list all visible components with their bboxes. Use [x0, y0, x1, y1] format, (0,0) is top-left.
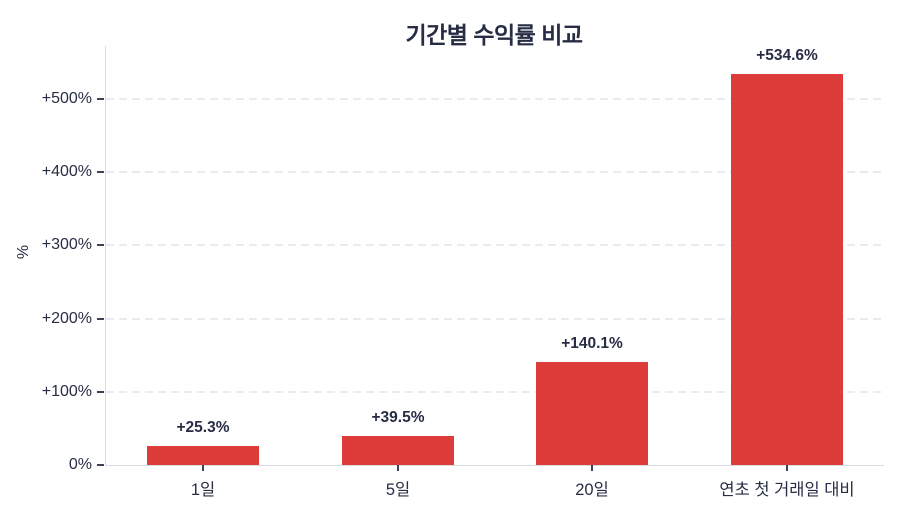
bar-value-label: +25.3%	[176, 419, 230, 436]
bar-value-label: +140.1%	[561, 335, 623, 352]
category-label: 연초 첫 거래일 대비	[719, 481, 855, 499]
bar	[731, 74, 843, 465]
category-label: 1일	[190, 481, 216, 499]
y-tick-mark	[97, 391, 104, 393]
bar	[536, 362, 648, 465]
x-tick-mark	[202, 465, 204, 471]
x-tick-mark	[786, 465, 788, 471]
y-tick-label: 0%	[68, 456, 92, 473]
y-tick-label: +400%	[41, 163, 92, 180]
y-tick-label: +200%	[41, 310, 92, 327]
y-tick-mark	[97, 244, 104, 246]
gridline	[106, 391, 884, 393]
y-tick-mark	[97, 98, 104, 100]
gridline	[106, 244, 884, 246]
y-tick-mark	[97, 318, 104, 320]
gridline	[106, 318, 884, 320]
y-tick-mark	[97, 464, 104, 466]
gridline	[106, 171, 884, 173]
x-tick-mark	[591, 465, 593, 471]
gridline	[106, 98, 884, 100]
plot-area: 0% +100% +200% +300% +400% +500% +25.3% 1일 +39.5…	[42, 46, 884, 499]
y-tick-label: +100%	[41, 383, 92, 400]
y-tick-label: +500%	[41, 90, 92, 107]
bar-value-label: +39.5%	[371, 409, 425, 426]
chart-title: 기간별 수익률 비교	[405, 22, 583, 48]
x-tick-mark	[397, 465, 399, 471]
bar	[147, 446, 259, 465]
bar-value-label: +534.6%	[756, 47, 818, 64]
bar	[342, 436, 454, 465]
y-tick-label: +300%	[41, 236, 92, 253]
category-label: 20일	[575, 481, 609, 499]
category-label: 5일	[385, 481, 411, 499]
y-tick-mark	[97, 171, 104, 173]
